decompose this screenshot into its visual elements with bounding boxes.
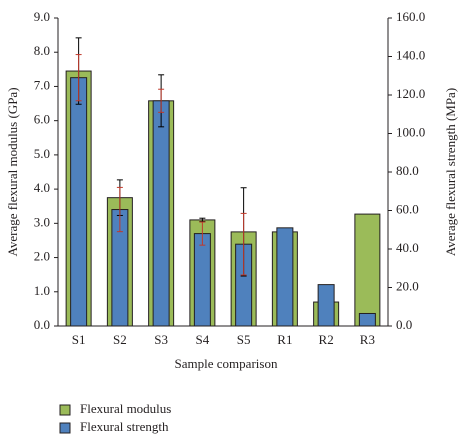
x-tick-label: R2 — [319, 332, 334, 347]
y-tick-label: 9.0 — [34, 9, 50, 24]
bar — [317, 284, 335, 327]
x-tick-label: R3 — [360, 332, 375, 347]
y2-tick-label: 120.0 — [396, 86, 425, 101]
y2-axis-title: Average flexural strength (MPa) — [443, 88, 458, 256]
y2-tick-label: 20.0 — [396, 278, 419, 293]
legend-label: Flexural modulus — [80, 401, 171, 416]
bar — [193, 233, 211, 327]
legend-label: Flexural strength — [80, 419, 169, 434]
error-bar — [199, 221, 206, 246]
bar — [152, 100, 170, 327]
y2-tick-label: 80.0 — [396, 163, 419, 178]
x-tick-label: S1 — [72, 332, 86, 347]
y-tick-label: 5.0 — [34, 146, 50, 161]
y2-tick-label: 140.0 — [396, 47, 425, 62]
error-bar — [240, 212, 247, 276]
y-tick-label: 8.0 — [34, 43, 50, 58]
bar — [354, 213, 381, 327]
x-tick-label: S4 — [196, 332, 210, 347]
y2-tick-label: 40.0 — [396, 240, 419, 255]
y-tick-label: 0.0 — [34, 317, 50, 332]
x-axis-title: Sample comparison — [175, 356, 278, 371]
y-tick-label: 2.0 — [34, 249, 50, 264]
y2-tick-label: 160.0 — [396, 9, 425, 24]
x-tick-label: S5 — [237, 332, 251, 347]
x-tick-label: S2 — [113, 332, 127, 347]
error-bar — [116, 186, 123, 233]
legend-swatch — [59, 422, 71, 434]
bar — [358, 312, 376, 327]
y-tick-label: 6.0 — [34, 112, 50, 127]
y2-tick-label: 100.0 — [396, 124, 425, 139]
bar — [276, 227, 294, 327]
y2-tick-label: 0.0 — [396, 317, 412, 332]
y-tick-label: 3.0 — [34, 214, 50, 229]
error-bar — [75, 54, 82, 102]
error-bar — [158, 88, 165, 113]
y-tick-label: 4.0 — [34, 180, 50, 195]
bar — [70, 77, 88, 327]
y2-tick-label: 60.0 — [396, 201, 419, 216]
x-tick-label: R1 — [277, 332, 292, 347]
y-tick-label: 7.0 — [34, 77, 50, 92]
y-axis-title: Average flexural modulus (GPa) — [5, 87, 20, 256]
y-tick-label: 1.0 — [34, 283, 50, 298]
legend-swatch — [59, 404, 71, 416]
x-tick-label: S3 — [154, 332, 168, 347]
